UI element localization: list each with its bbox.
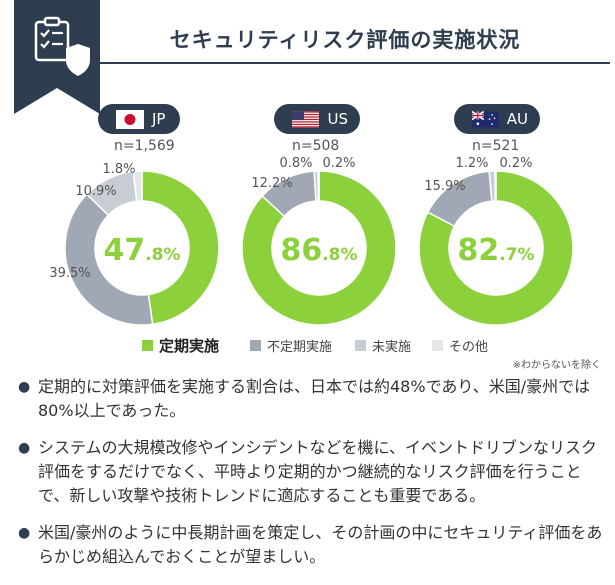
sample-size-au: n=521: [472, 138, 520, 154]
au-slice-label: 0.2%: [499, 156, 532, 171]
sample-size-us: n=508: [292, 138, 340, 154]
bullet-item: ● 定期的に対策評価を実施する割合は、日本では約48%であり、米国/豪州では80%…: [14, 375, 604, 423]
us-slice-label: 0.2%: [322, 156, 355, 171]
legend-not-done: 未実施: [355, 335, 411, 355]
region-pill-jp: JP: [98, 104, 180, 134]
bullet-list: ● 定期的に対策評価を実施する割合は、日本では約48%であり、米国/豪州では80%…: [14, 375, 604, 582]
bullet-dot-icon: ●: [18, 379, 31, 395]
jp-slice-label: 39.5%: [49, 266, 90, 281]
bullet-text: 定期的に対策評価を実施する割合は、日本では約48%であり、米国/豪州では80%以…: [38, 377, 591, 420]
us-slice-regular: [241, 170, 397, 326]
bullet-item: ● 米国/豪州のように中長期計画を策定し、その計画の中にセキュリティ評価をあらかじ…: [14, 521, 604, 569]
page-title: セキュリティリスク評価の実施状況: [169, 28, 521, 52]
legend-swatch-not-done: [355, 339, 366, 351]
us-flag-icon: [292, 110, 320, 128]
legend-regular: 定期実施: [142, 335, 219, 355]
au-slice-other: [494, 170, 497, 202]
region-code: JP: [152, 110, 166, 128]
bullet-item: ● システムの大規模改修やインシデントなどを機に、イベントドリブンなリスク評価をす…: [14, 436, 604, 508]
region-pill-au: AU: [454, 104, 540, 134]
legend-swatch-other: [432, 339, 443, 351]
legend-swatch-regular: [142, 339, 153, 351]
title-underline: [100, 62, 610, 64]
au-slice-label: 1.2%: [455, 156, 488, 171]
legend-label: 不定期実施: [267, 339, 333, 355]
au-slice-regular: [418, 170, 574, 326]
legend-swatch-irregular: [250, 339, 261, 351]
security-checklist-banner-icon: [14, 0, 100, 114]
us-center-value: 86.8%: [280, 233, 357, 268]
au-slice-label: 15.9%: [424, 179, 465, 194]
region-code: US: [327, 110, 348, 128]
au-flag-icon: [472, 110, 499, 127]
donut-charts: 39.5% 10.9% 1.8% 47.8% 12.2% 0.8% 0.2% 86.8% 15.…: [49, 156, 574, 326]
jp-slice-irregular: [64, 193, 154, 326]
legend-label: 未実施: [372, 339, 412, 355]
legend-label: 定期実施: [159, 336, 220, 355]
legend-irregular: 不定期実施: [250, 335, 332, 355]
sample-size-jp: n=1,569: [114, 138, 175, 154]
jp-flag-icon: [116, 109, 144, 129]
bullet-dot-icon: ●: [18, 525, 31, 541]
region-code: AU: [506, 110, 528, 128]
jp-slice-other: [132, 170, 143, 203]
legend-label: その他: [449, 339, 489, 355]
footnote: ※わからないを除く: [512, 360, 601, 371]
au-center-value: 82.7%: [457, 233, 534, 268]
jp-slice-regular: [141, 170, 220, 326]
us-slice-other: [317, 170, 320, 202]
bullet-dot-icon: ●: [18, 440, 31, 456]
us-slice-label: 12.2%: [251, 176, 292, 191]
bullet-text: システムの大規模改修やインシデントなどを機に、イベントドリブンなリスク評価をする…: [38, 438, 598, 505]
jp-slice-label: 1.8%: [102, 162, 135, 177]
legend-other: その他: [432, 335, 488, 355]
us-slice-label: 0.8%: [279, 156, 312, 171]
region-pill-us: US: [274, 104, 360, 134]
bullet-text: 米国/豪州のように中長期計画を策定し、その計画の中にセキュリティ評価をあらかじめ…: [38, 523, 603, 566]
jp-center-value: 47.8%: [103, 233, 180, 268]
jp-slice-label: 10.9%: [75, 184, 116, 199]
